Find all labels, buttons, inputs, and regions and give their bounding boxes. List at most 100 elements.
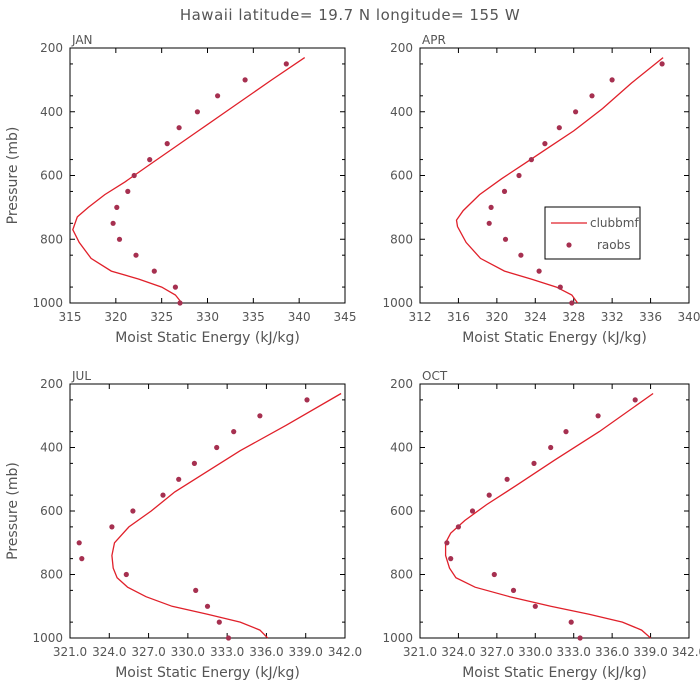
data-point-raobs — [131, 172, 137, 179]
data-point-raobs — [486, 220, 492, 226]
data-point-raobs — [225, 635, 232, 641]
data-point-raobs — [556, 125, 562, 131]
data-point-raobs — [79, 556, 85, 562]
data-point-raobs — [469, 508, 476, 514]
plot-frame — [69, 383, 346, 639]
x-axis-label: Moist Static Energy (kJ/kg) — [462, 330, 647, 346]
data-point-raobs — [486, 492, 492, 498]
series-line-clubbmf — [111, 392, 342, 639]
x-tick-label: 324.0 — [92, 645, 126, 659]
panel-label: JAN — [71, 33, 93, 47]
data-point-raobs — [191, 460, 197, 466]
data-point-raobs — [164, 141, 170, 147]
legend-point-swatch — [566, 242, 572, 248]
y-tick-label: 200 — [390, 41, 413, 55]
data-point-raobs — [204, 603, 211, 609]
data-point-raobs — [488, 204, 494, 210]
data-point-raobs — [577, 635, 583, 641]
panel-label: JUL — [71, 369, 91, 383]
x-tick-label: 324 — [524, 310, 547, 324]
series-line-clubbmf — [72, 57, 306, 304]
data-point-raobs — [242, 77, 248, 83]
y-axis-label: Pressure (mb) — [5, 462, 21, 560]
data-point-raobs — [609, 77, 615, 83]
data-point-raobs — [194, 109, 200, 115]
x-tick-label: 342.0 — [328, 645, 362, 659]
x-tick-label: 312 — [409, 310, 432, 324]
x-tick-label: 333.0 — [557, 645, 591, 659]
x-tick-label: 327.0 — [480, 645, 514, 659]
series-line-clubbmf — [444, 392, 654, 639]
data-point-raobs — [304, 397, 310, 403]
x-axis-label: Moist Static Energy (kJ/kg) — [115, 330, 300, 346]
x-tick-label: 325 — [150, 310, 173, 324]
panel-label: OCT — [422, 369, 448, 383]
y-tick-label: 600 — [390, 504, 413, 518]
x-tick-label: 332 — [601, 310, 624, 324]
data-point-raobs — [632, 397, 638, 403]
data-point-raobs — [110, 220, 116, 226]
data-point-raobs — [172, 284, 178, 290]
x-tick-label: 342.0 — [672, 645, 700, 659]
data-point-raobs — [177, 300, 183, 306]
data-point-raobs — [563, 429, 569, 435]
data-point-raobs — [448, 556, 454, 562]
data-point-raobs — [133, 252, 139, 258]
y-tick-label: 800 — [40, 568, 63, 582]
data-point-raobs — [573, 109, 579, 115]
data-point-raobs — [109, 524, 115, 530]
data-point-raobs — [569, 300, 575, 306]
x-tick-label: 330.0 — [518, 645, 552, 659]
data-point-raobs — [528, 157, 535, 163]
data-point-raobs — [193, 587, 199, 594]
x-tick-label: 321.0 — [53, 645, 87, 659]
y-tick-label: 400 — [40, 441, 63, 455]
y-tick-label: 400 — [390, 105, 413, 119]
data-point-raobs — [595, 413, 601, 419]
data-point-raobs — [176, 476, 182, 482]
x-tick-label: 335 — [242, 310, 265, 324]
x-tick-label: 320 — [485, 310, 508, 324]
data-point-raobs — [125, 188, 131, 194]
y-tick-label: 200 — [40, 377, 63, 391]
x-tick-label: 336.0 — [595, 645, 629, 659]
y-tick-label: 800 — [390, 568, 413, 582]
data-point-raobs — [659, 61, 665, 67]
data-point-raobs — [504, 476, 510, 482]
data-point-raobs — [216, 619, 222, 625]
y-tick-label: 1000 — [32, 631, 63, 645]
data-point-raobs — [130, 508, 136, 514]
x-tick-label: 340 — [288, 310, 311, 324]
data-point-raobs — [536, 268, 542, 274]
data-point-raobs — [516, 172, 522, 179]
x-tick-label: 316 — [447, 310, 470, 324]
data-point-raobs — [160, 492, 166, 498]
x-tick-label: 320 — [104, 310, 127, 324]
x-tick-label: 315 — [59, 310, 82, 324]
data-point-raobs — [176, 125, 182, 131]
y-tick-label: 200 — [390, 377, 413, 391]
data-point-raobs — [257, 413, 263, 419]
y-tick-label: 1000 — [32, 296, 63, 310]
x-tick-label: 330.0 — [171, 645, 205, 659]
x-axis-label: Moist Static Energy (kJ/kg) — [462, 665, 647, 681]
y-tick-label: 400 — [40, 105, 63, 119]
data-point-raobs — [116, 236, 123, 242]
y-axis-label: Pressure (mb) — [5, 127, 21, 225]
data-point-raobs — [589, 93, 595, 99]
legend-label: raobs — [597, 238, 631, 252]
y-tick-label: 600 — [40, 169, 63, 183]
panel-label: APR — [422, 33, 446, 47]
x-tick-label: 333.0 — [210, 645, 244, 659]
data-point-raobs — [151, 268, 157, 274]
data-point-raobs — [123, 571, 129, 578]
plot-frame — [419, 47, 690, 304]
x-tick-label: 327.0 — [131, 645, 165, 659]
legend-label: clubbmf — [590, 216, 639, 230]
legend-box — [544, 206, 641, 260]
y-tick-label: 1000 — [382, 296, 413, 310]
y-tick-label: 800 — [390, 232, 413, 246]
data-point-raobs — [444, 540, 450, 546]
data-point-raobs — [502, 236, 509, 242]
x-tick-label: 345 — [334, 310, 357, 324]
